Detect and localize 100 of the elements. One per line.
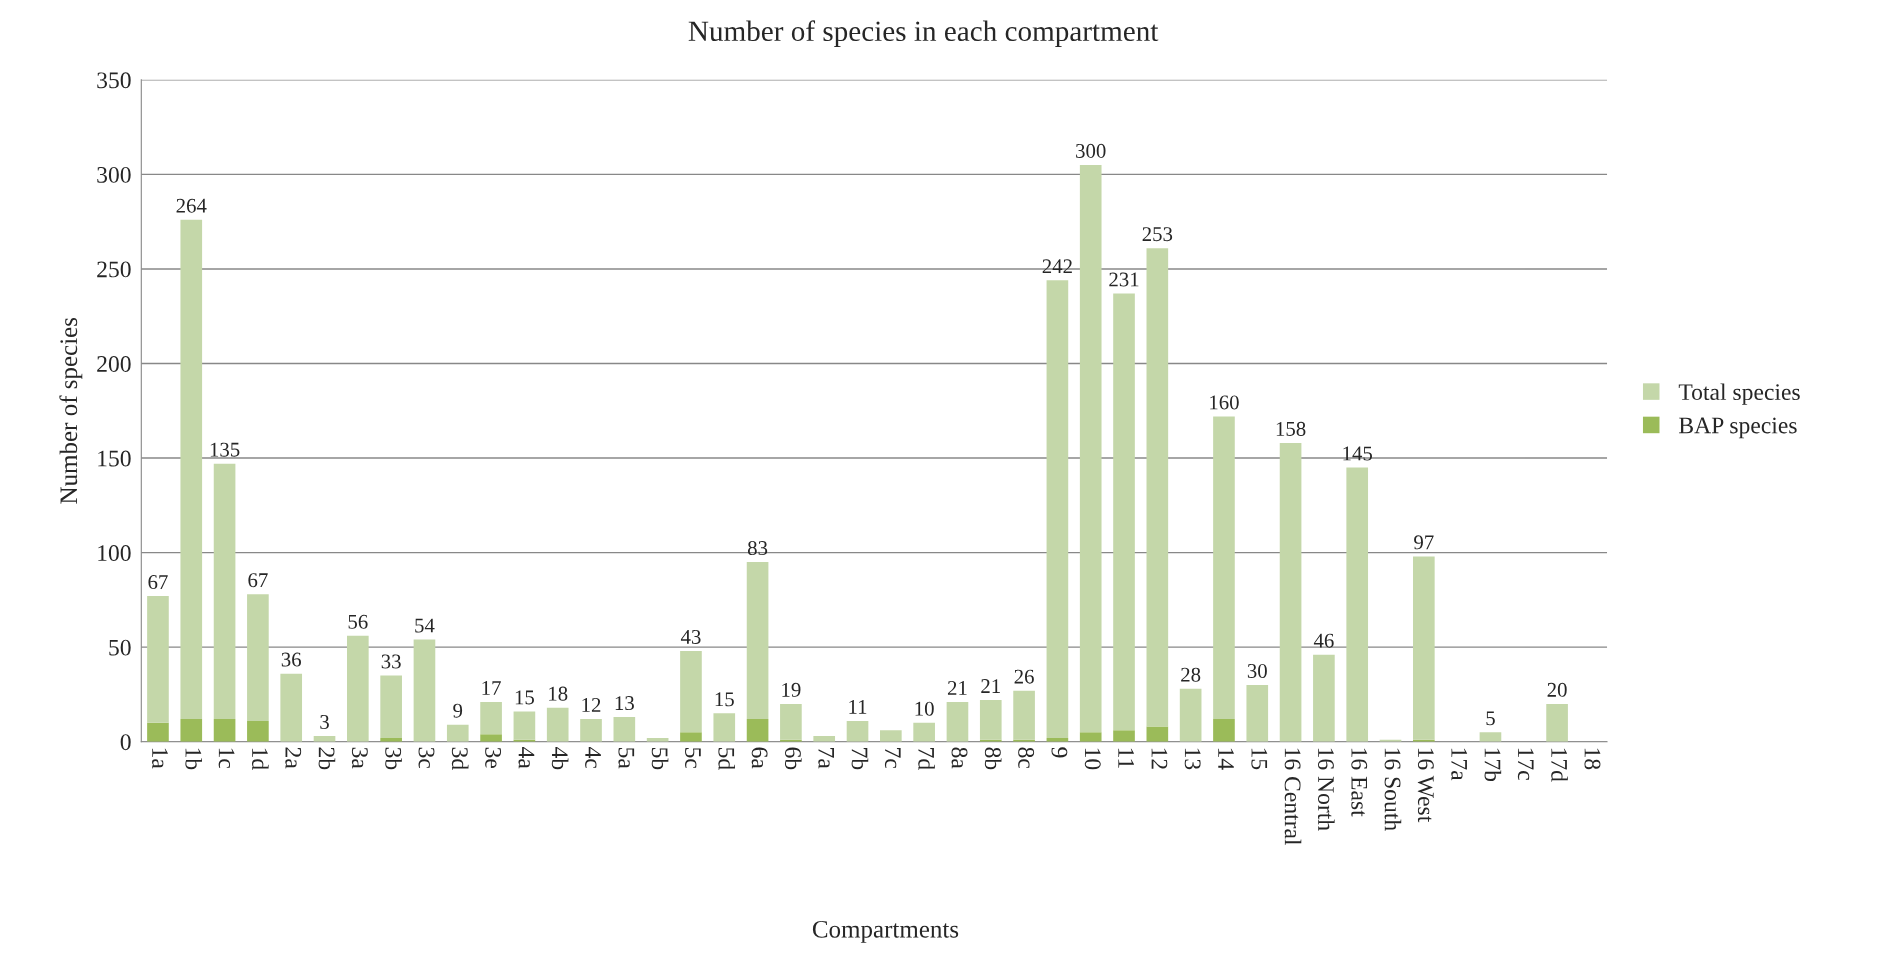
y-tick-label: 300 — [97, 166, 131, 183]
bar — [1313, 654, 1335, 742]
x-tick-label: 5d — [718, 747, 735, 770]
x-tick-label: 3e — [485, 747, 502, 769]
data-label: 15 — [515, 690, 534, 705]
data-label: 5 — [1486, 711, 1495, 726]
x-tick-label: 2a — [285, 747, 302, 769]
bar — [1079, 732, 1102, 742]
x-tick-label: 14 — [1218, 748, 1234, 770]
chart-title: Number of species in each compartment — [688, 20, 1159, 48]
bar — [347, 635, 369, 742]
data-label: 12 — [582, 698, 601, 712]
legend-label: BAP species — [1679, 417, 1797, 439]
y-tick-label: 100 — [98, 545, 131, 562]
bar — [946, 701, 969, 742]
x-tick-label: 5a — [618, 747, 635, 769]
data-label: 13 — [615, 696, 634, 711]
bar — [1179, 688, 1202, 742]
x-tick-label: 1b — [185, 748, 202, 770]
bar — [713, 713, 736, 742]
bar — [1013, 690, 1035, 740]
x-tick-label: 1d — [251, 748, 269, 770]
bar — [1146, 726, 1169, 742]
data-label: 3 — [320, 715, 329, 730]
x-tick-label: 7d — [918, 748, 935, 770]
bar — [846, 720, 869, 742]
bar — [446, 724, 469, 742]
bar — [1279, 442, 1302, 742]
x-tick-label: 12 — [1151, 748, 1168, 769]
bar — [147, 722, 169, 742]
x-tick-label: 8c — [1018, 747, 1035, 769]
x-tick-label: 7a — [818, 748, 834, 769]
data-label: 36 — [281, 652, 301, 667]
data-label: 30 — [1247, 663, 1267, 678]
x-tick-label: 8a — [951, 747, 968, 769]
data-label: 33 — [381, 654, 401, 669]
bar — [513, 711, 536, 740]
bar — [147, 596, 169, 723]
x-tick-label: 6a — [751, 747, 768, 769]
bar — [546, 707, 569, 742]
data-label: 10 — [915, 701, 934, 716]
bar — [1079, 164, 1102, 733]
x-tick-label: 17a — [1451, 748, 1468, 781]
y-tick-label: 150 — [98, 450, 131, 467]
data-label: 83 — [747, 540, 768, 556]
bar — [413, 639, 436, 742]
data-label: 11 — [849, 699, 867, 714]
data-label: 19 — [782, 682, 801, 697]
data-label: 28 — [1181, 667, 1201, 682]
data-label: 56 — [348, 614, 368, 629]
x-tick-label: 7c — [884, 748, 901, 769]
data-label: 15 — [715, 692, 734, 707]
y-tick-label: 250 — [97, 261, 131, 278]
x-tick-label: 1c — [218, 748, 235, 769]
data-label: 253 — [1142, 227, 1173, 242]
y-tick-label: 0 — [120, 734, 131, 751]
bar — [1146, 248, 1169, 727]
x-tick-label: 16 West — [1417, 748, 1434, 823]
bar — [247, 720, 269, 742]
data-label: 300 — [1076, 143, 1106, 158]
x-tick-label: 10 — [1084, 748, 1101, 770]
bar — [480, 701, 502, 735]
x-tick-label: 18 — [1584, 748, 1601, 770]
y-tick-label: 350 — [97, 72, 131, 89]
bar — [1479, 732, 1502, 742]
bar — [1546, 703, 1568, 742]
bar — [746, 562, 769, 720]
data-label: 67 — [148, 575, 168, 590]
bar — [780, 703, 802, 740]
data-label: 21 — [947, 680, 967, 695]
x-tick-label: 16 South — [1384, 748, 1402, 831]
bar — [913, 722, 935, 742]
x-tick-label: 3b — [385, 747, 402, 770]
data-label: 43 — [680, 629, 701, 644]
data-label: 135 — [210, 442, 240, 457]
bar — [380, 675, 402, 738]
bar — [979, 700, 1002, 740]
bar — [1046, 280, 1069, 738]
data-label: 18 — [549, 686, 568, 701]
x-tick-label: 15 — [1251, 748, 1268, 770]
data-label: 158 — [1276, 421, 1306, 436]
y-axis-title: Number of species — [59, 317, 83, 504]
x-tick-label: 17c — [1517, 748, 1534, 780]
bar — [880, 730, 902, 742]
data-label: 54 — [415, 618, 435, 633]
x-tick-label: 3a — [351, 747, 368, 769]
x-tick-label: 13 — [1184, 748, 1201, 770]
data-label: 20 — [1547, 682, 1567, 697]
legend-label: Total species — [1678, 383, 1800, 405]
x-tick-label: 16 Central — [1284, 748, 1302, 846]
x-tick-label: 1a — [152, 748, 168, 769]
bar — [613, 717, 636, 742]
data-label: 17 — [482, 681, 501, 695]
bar — [280, 673, 303, 742]
bar — [1113, 293, 1135, 731]
x-axis-title: Compartments — [812, 920, 959, 943]
x-tick-label: 7b — [851, 748, 869, 770]
data-label: 145 — [1343, 446, 1373, 461]
bar — [1213, 719, 1235, 742]
bar — [480, 734, 502, 742]
